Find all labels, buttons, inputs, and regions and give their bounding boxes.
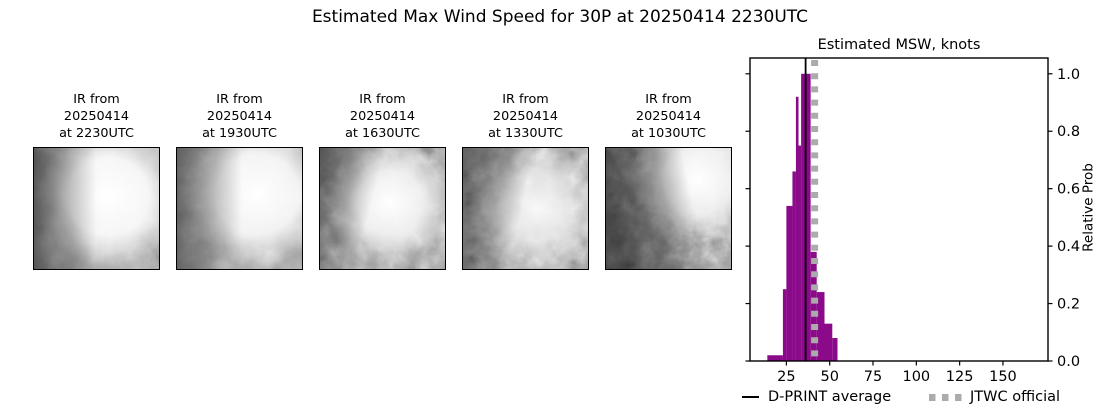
caption-line: 20250414 bbox=[206, 109, 273, 124]
caption-line: IR from bbox=[645, 92, 692, 107]
caption-line: 20250414 bbox=[63, 109, 130, 124]
legend-dotted-line-swatch bbox=[929, 394, 962, 401]
histogram-bar bbox=[798, 145, 802, 361]
y-tick-label: 0.4 bbox=[1057, 239, 1080, 255]
caption-line: 20250414 bbox=[492, 109, 559, 124]
x-tick-label: 50 bbox=[820, 369, 838, 385]
y-tick-label: 1.0 bbox=[1057, 67, 1080, 83]
y-tick-label: 0.6 bbox=[1057, 182, 1080, 198]
ir-satellite-image bbox=[462, 147, 589, 270]
histogram-bar bbox=[824, 323, 833, 361]
histogram-bar bbox=[810, 251, 817, 361]
x-tick-label: 150 bbox=[989, 369, 1017, 385]
histogram-bar bbox=[786, 205, 793, 361]
y-tick-label: 0.0 bbox=[1057, 354, 1080, 370]
y-axis-label: Relative Prob bbox=[1080, 163, 1097, 252]
caption-line: 20250414 bbox=[635, 109, 702, 124]
legend-label-dprint-average: D-PRINT average bbox=[768, 389, 892, 405]
x-tick-label: 100 bbox=[902, 369, 930, 385]
histogram-plot: 25 50 75 100 125 150 0.0 0.2 0.4 0.6 0.8 1.0 bbox=[745, 57, 1080, 385]
legend-solid-line-swatch bbox=[742, 396, 759, 399]
legend-label-jtwc-official: JTWC official bbox=[970, 389, 1061, 405]
ir-image-panel-3: IR from 20250414 at 1630UTC bbox=[319, 92, 446, 270]
ir-satellite-image bbox=[176, 147, 303, 270]
ir-image-caption: IR from 20250414 at 1630UTC bbox=[307, 91, 458, 142]
ir-satellite-image bbox=[33, 147, 160, 270]
caption-line: at 1930UTC bbox=[202, 126, 277, 141]
ir-image-panel-5: IR from 20250414 at 1030UTC bbox=[605, 92, 732, 270]
caption-line: at 1030UTC bbox=[631, 126, 706, 141]
ir-image-caption: IR from 20250414 at 2230UTC bbox=[21, 91, 172, 142]
caption-line: IR from bbox=[502, 92, 549, 107]
x-tick-label: 75 bbox=[864, 369, 882, 385]
histogram-bar bbox=[767, 355, 783, 361]
ir-satellite-image bbox=[605, 147, 732, 270]
x-tick-label: 125 bbox=[946, 369, 974, 385]
ir-image-panel-4: IR from 20250414 at 1330UTC bbox=[462, 92, 589, 270]
caption-line: at 1630UTC bbox=[345, 126, 420, 141]
chart-title: Estimated MSW, knots bbox=[817, 37, 981, 53]
ir-image-panel-2: IR from 20250414 at 1930UTC bbox=[176, 92, 303, 270]
caption-line: at 2230UTC bbox=[59, 126, 134, 141]
histogram-bar bbox=[832, 338, 838, 361]
ir-image-panel-1: IR from 20250414 at 2230UTC bbox=[33, 92, 160, 270]
caption-line: IR from bbox=[359, 92, 406, 107]
plot-border bbox=[749, 57, 1049, 362]
figure-title: Estimated Max Wind Speed for 30P at 2025… bbox=[311, 7, 809, 27]
y-tick-label: 0.8 bbox=[1057, 124, 1080, 140]
y-tick-label: 0.2 bbox=[1057, 297, 1080, 313]
x-tick-label: 25 bbox=[777, 369, 795, 385]
caption-line: 20250414 bbox=[349, 109, 416, 124]
ir-satellite-image bbox=[319, 147, 446, 270]
histogram-bar bbox=[795, 96, 799, 361]
histogram-bar bbox=[792, 171, 796, 361]
ir-image-caption: IR from 20250414 at 1030UTC bbox=[593, 91, 744, 142]
histogram-bar bbox=[816, 292, 825, 361]
ir-image-caption: IR from 20250414 at 1930UTC bbox=[164, 91, 315, 142]
caption-line: IR from bbox=[216, 92, 263, 107]
caption-line: at 1330UTC bbox=[488, 126, 563, 141]
ir-image-caption: IR from 20250414 at 1330UTC bbox=[450, 91, 601, 142]
histogram-bar bbox=[782, 289, 787, 361]
caption-line: IR from bbox=[73, 92, 120, 107]
